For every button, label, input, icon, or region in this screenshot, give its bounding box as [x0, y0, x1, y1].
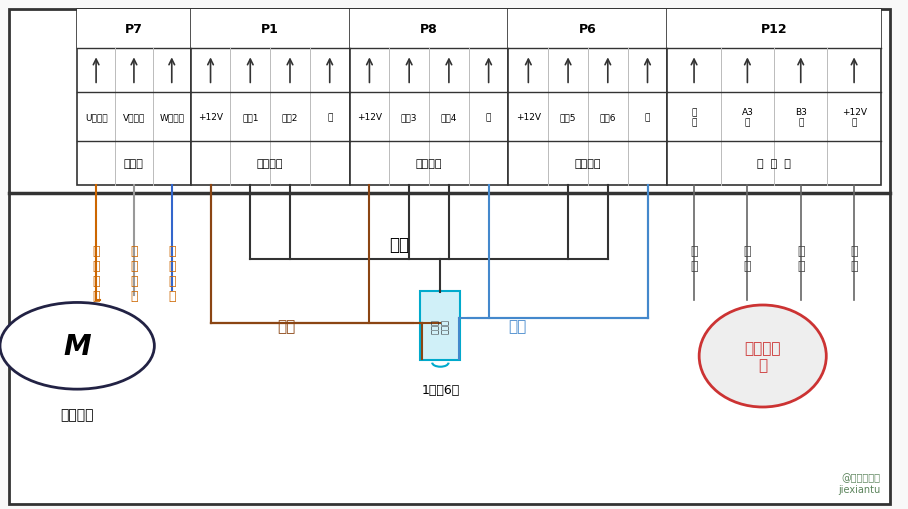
Text: 棕线: 棕线 [277, 318, 295, 333]
Bar [350, 10, 508, 49]
Bar [191, 10, 350, 186]
Text: P8: P8 [420, 23, 438, 36]
Bar [667, 10, 881, 186]
Text: P7: P7 [125, 23, 143, 36]
Text: 蓝
线: 蓝 线 [690, 244, 698, 272]
Text: 红外5: 红外5 [560, 113, 577, 122]
Text: A3
白: A3 白 [742, 107, 754, 127]
Text: 电
机
蓝
线: 电 机 蓝 线 [168, 244, 175, 302]
Text: M: M [64, 332, 91, 360]
Ellipse shape [699, 305, 826, 407]
Text: 蓝线: 蓝线 [508, 318, 527, 333]
Text: 编码器限
位: 编码器限 位 [745, 340, 781, 373]
Bar [191, 10, 350, 49]
Text: V（白）: V（白） [123, 113, 145, 122]
Text: 地: 地 [327, 113, 332, 122]
Text: 红外6: 红外6 [599, 113, 616, 122]
Bar [77, 10, 191, 49]
Bar [350, 10, 508, 186]
Text: 白
线: 白 线 [744, 244, 751, 272]
FancyBboxPatch shape [420, 292, 460, 360]
Text: +12V: +12V [357, 113, 382, 122]
Bar [77, 10, 191, 186]
Text: 电机线: 电机线 [124, 159, 143, 169]
Text: 编  码  器: 编 码 器 [757, 159, 791, 169]
FancyBboxPatch shape [9, 10, 890, 504]
Text: 红外接口: 红外接口 [416, 159, 442, 169]
Text: P12: P12 [761, 23, 787, 36]
Text: 红外2: 红外2 [281, 113, 298, 122]
Text: W（蓝）: W（蓝） [159, 113, 184, 122]
Text: @弱电智能网
jiexiantu: @弱电智能网 jiexiantu [838, 472, 881, 494]
Text: 红外1: 红外1 [242, 113, 259, 122]
Text: 棕
线: 棕 线 [850, 244, 858, 272]
Bar [667, 10, 881, 49]
Text: P6: P6 [579, 23, 597, 36]
Text: +12V: +12V [516, 113, 541, 122]
Bar [508, 10, 667, 186]
Bar [508, 10, 667, 49]
Text: 电
机
黄
线: 电 机 黄 线 [93, 244, 100, 302]
Circle shape [0, 303, 154, 389]
Text: 红外接口: 红外接口 [575, 159, 601, 169]
Text: 红外4: 红外4 [440, 113, 457, 122]
Text: 地: 地 [486, 113, 491, 122]
Text: 电
机
白
线: 电 机 白 线 [130, 244, 138, 302]
Text: 黑线: 黑线 [390, 235, 410, 253]
Text: 地
蓝: 地 蓝 [691, 107, 696, 127]
Text: 红外线
传感器: 红外线 传感器 [430, 318, 450, 333]
Text: B3
黑: B3 黑 [794, 107, 806, 127]
Text: 黑
线: 黑 线 [797, 244, 804, 272]
Text: 地: 地 [645, 113, 650, 122]
Text: 1号～6号: 1号～6号 [421, 383, 459, 396]
Text: U（黄）: U（黄） [84, 113, 107, 122]
Text: 无刷电机: 无刷电机 [61, 408, 94, 422]
Text: P1: P1 [262, 23, 279, 36]
Text: 红外接口: 红外接口 [257, 159, 283, 169]
Text: +12V: +12V [198, 113, 223, 122]
Text: +12V
棕: +12V 棕 [842, 107, 866, 127]
Text: 红外3: 红外3 [401, 113, 418, 122]
